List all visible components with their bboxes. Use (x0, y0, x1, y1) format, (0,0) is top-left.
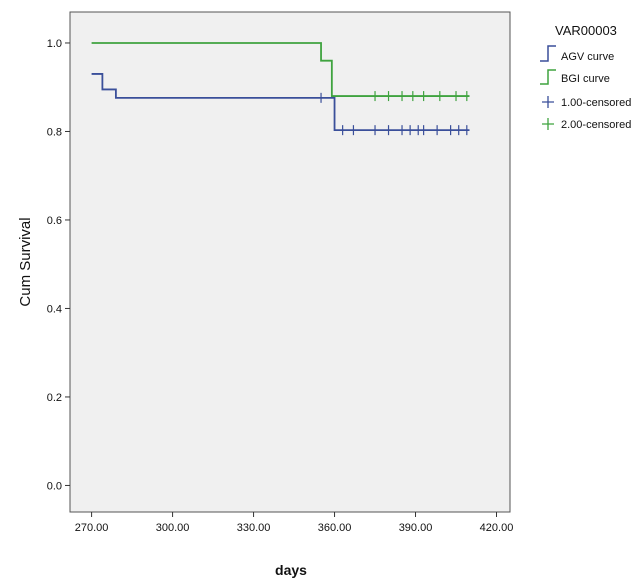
legend-entry-censored-1: 1.00-censored (542, 96, 631, 109)
legend-label-censored-1: 1.00-censored (561, 97, 631, 109)
legend-label-censored-2: 2.00-censored (561, 119, 631, 131)
series-layer (91, 42, 470, 136)
x-tick-label: 300.00 (156, 522, 190, 534)
x-tick-label: 330.00 (237, 522, 271, 534)
series-2 (91, 42, 470, 102)
x-tick-label: 360.00 (318, 522, 352, 534)
x-tick-label: 420.00 (480, 522, 514, 534)
legend-plus-icon-2 (542, 118, 554, 130)
legend-entry-censored-2: 2.00-censored (542, 118, 631, 131)
plot-area (69, 11, 511, 513)
legend: VAR00003 AGV curve BGI curve 1.00-censor… (540, 23, 631, 131)
y-tick-label: 1.0 (47, 38, 62, 50)
y-tick-label: 0.2 (47, 392, 62, 404)
legend-step-icon-bgi (540, 69, 556, 85)
x-tick-label: 390.00 (399, 522, 433, 534)
y-tick-label: 0.8 (47, 126, 62, 138)
x-axis-title: days (275, 562, 307, 578)
y-tick-label: 0.6 (47, 215, 62, 227)
survival-step-line (91, 73, 470, 132)
legend-label-agv-curve: AGV curve (561, 51, 614, 63)
legend-entry-agv-curve: AGV curve (540, 45, 614, 63)
legend-plus-icon-1 (542, 96, 554, 108)
legend-step-icon-agv (540, 45, 556, 62)
legend-label-bgi-curve: BGI curve (561, 73, 610, 85)
survival-step-line (91, 42, 470, 97)
axes: 270.00 300.00 330.00 360.00 390.00 420.00 0.0 0… (47, 38, 514, 534)
y-tick-label: 0.0 (47, 480, 62, 492)
y-axis-title: Cum Survival (17, 217, 34, 306)
legend-entry-bgi-curve: BGI curve (540, 69, 610, 85)
x-tick-label: 270.00 (75, 522, 109, 534)
series-1 (91, 73, 470, 136)
legend-title: VAR00003 (555, 23, 617, 38)
y-tick-label: 0.4 (47, 303, 62, 315)
